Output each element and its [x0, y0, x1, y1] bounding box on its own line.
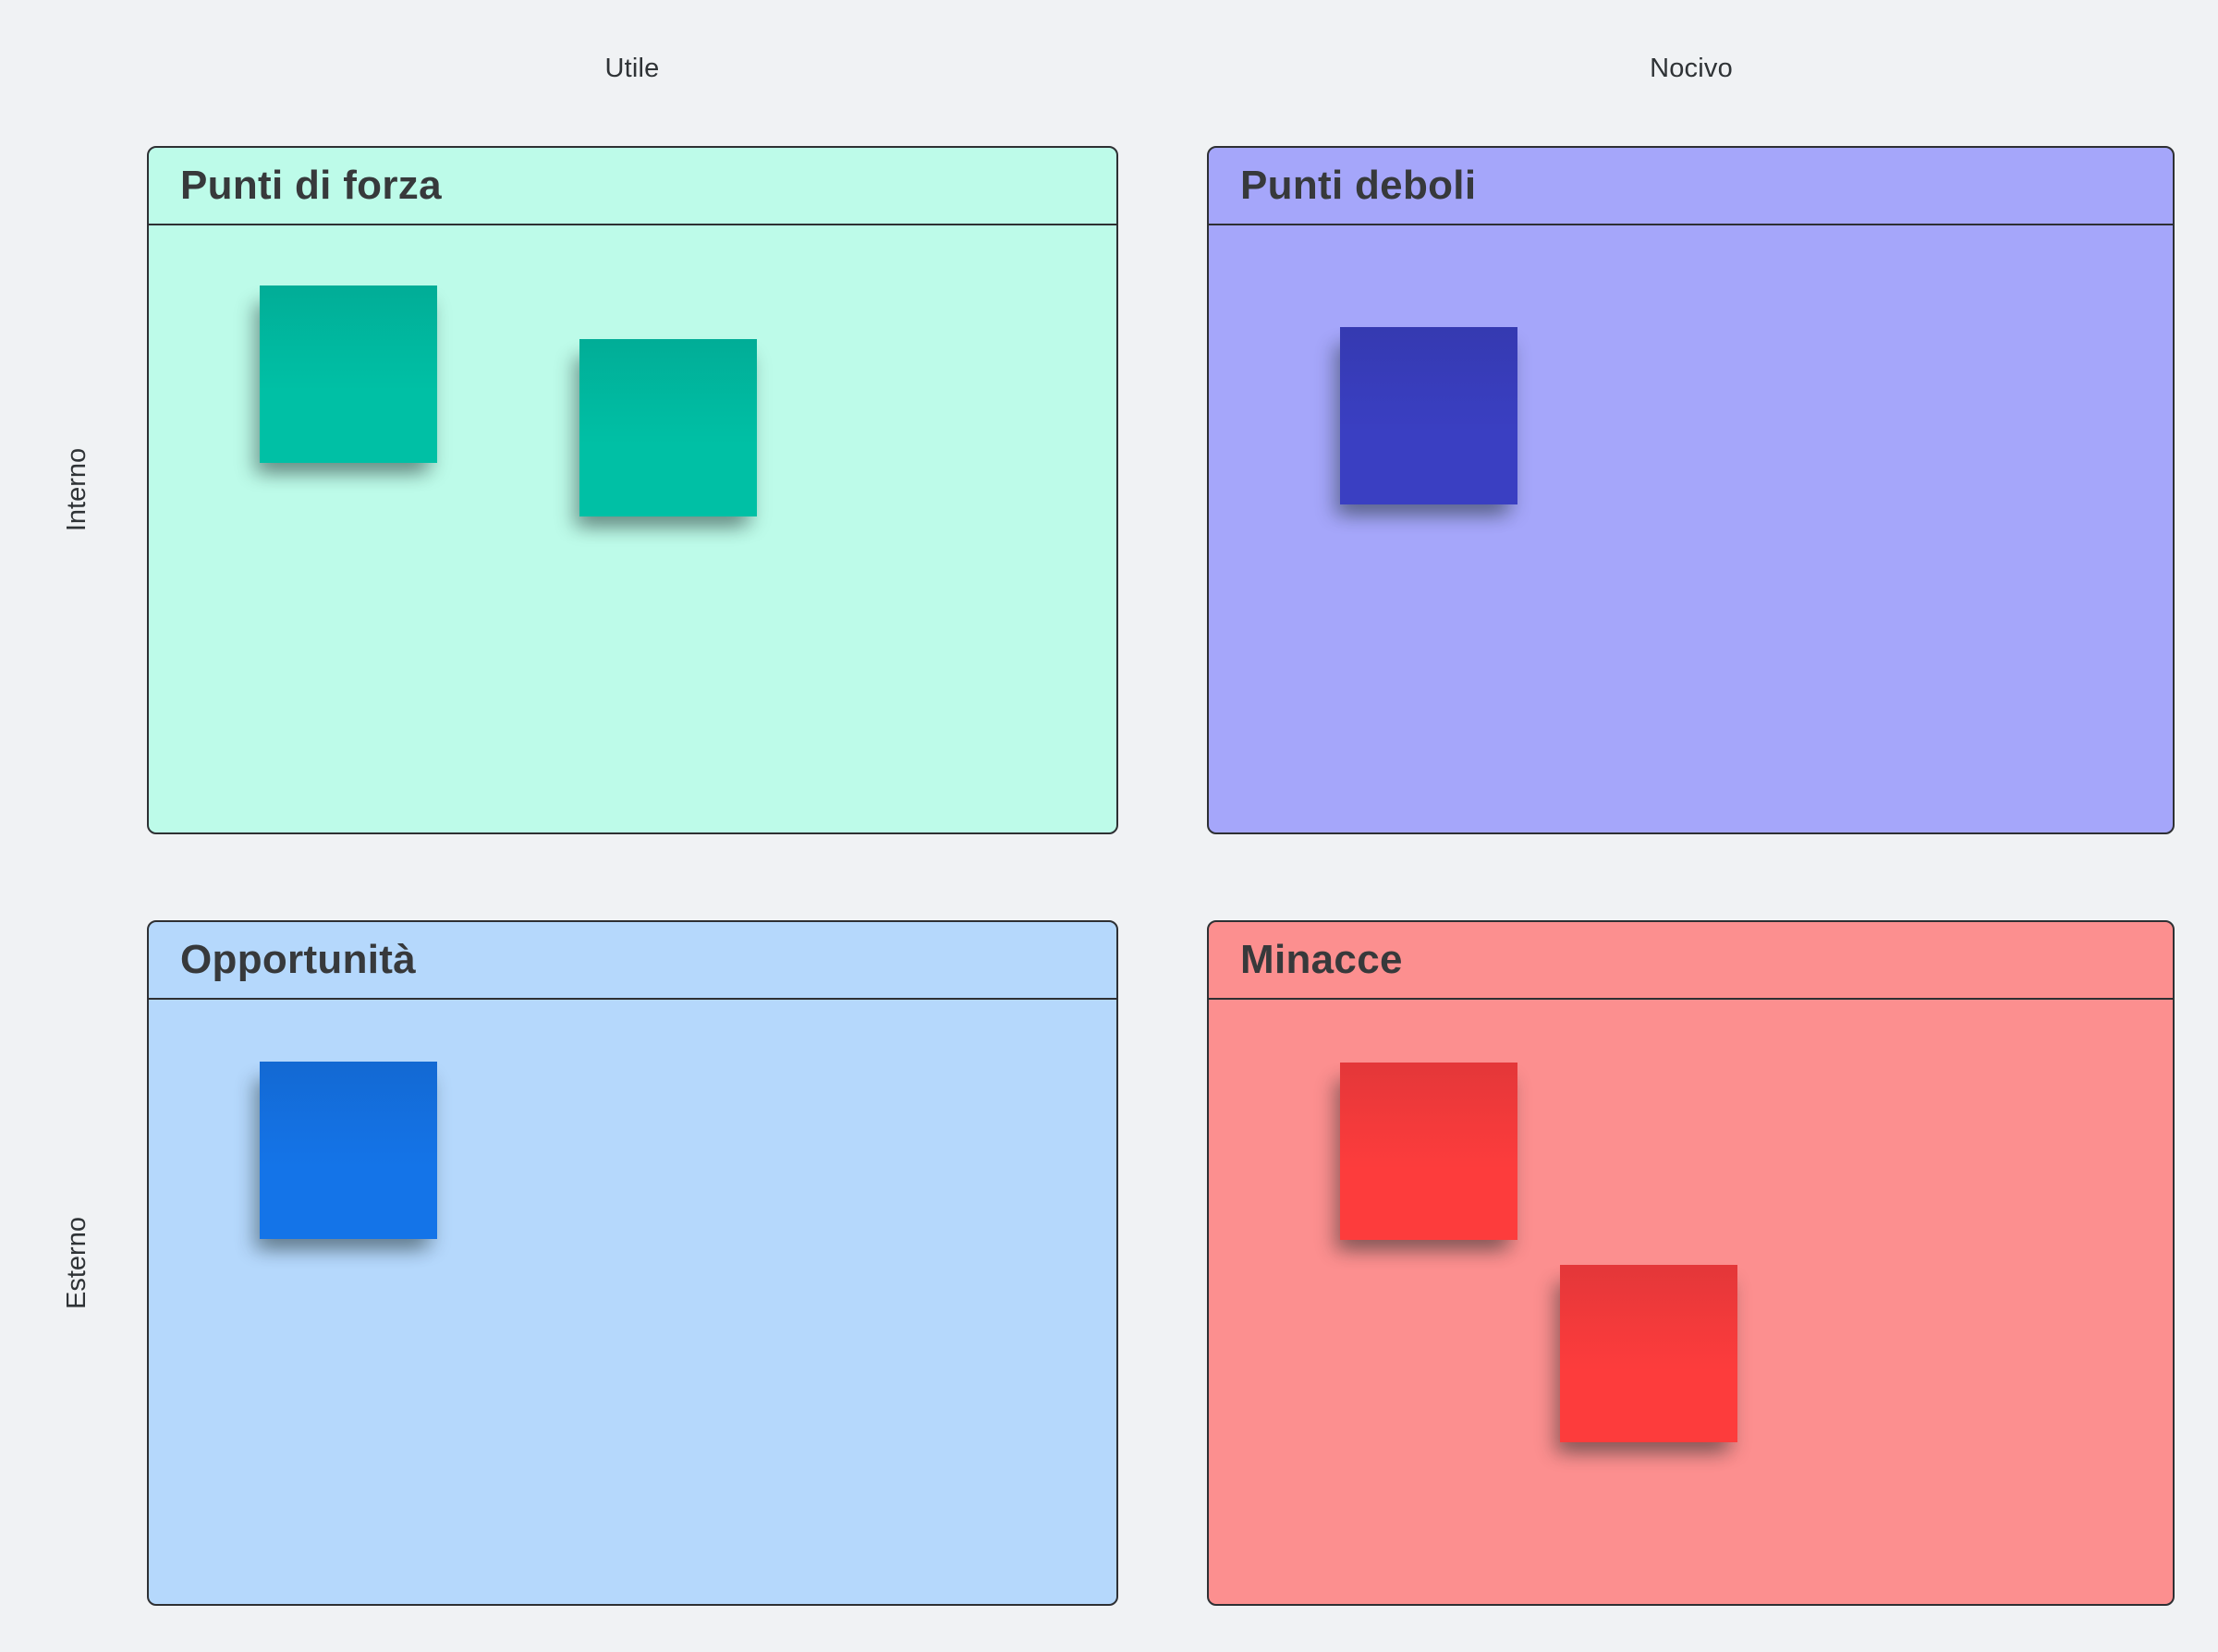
- quadrant-threats[interactable]: Minacce: [1207, 920, 2175, 1606]
- quadrant-strengths[interactable]: Punti di forza: [147, 146, 1118, 834]
- quadrant-weaknesses-header: Punti deboli: [1209, 148, 2173, 225]
- sticky-note[interactable]: [579, 339, 757, 516]
- quadrant-threats-title: Minacce: [1240, 937, 1403, 982]
- quadrant-strengths-body[interactable]: [149, 225, 1116, 832]
- axis-label-esterno: Esterno: [62, 1217, 91, 1309]
- axis-label-utile: Utile: [604, 54, 660, 83]
- axis-label-nocivo: Nocivo: [1650, 54, 1733, 83]
- sticky-note[interactable]: [1560, 1265, 1737, 1442]
- quadrant-weaknesses-title: Punti deboli: [1240, 163, 1477, 208]
- quadrant-threats-body[interactable]: [1209, 1000, 2173, 1604]
- quadrant-opportunities-body[interactable]: [149, 1000, 1116, 1604]
- quadrant-weaknesses[interactable]: Punti deboli: [1207, 146, 2175, 834]
- sticky-note[interactable]: [1340, 327, 1517, 504]
- sticky-note[interactable]: [1340, 1063, 1517, 1240]
- axis-label-interno: Interno: [62, 447, 91, 532]
- quadrant-strengths-title: Punti di forza: [180, 163, 442, 208]
- quadrant-opportunities[interactable]: Opportunità: [147, 920, 1118, 1606]
- sticky-note[interactable]: [260, 285, 437, 463]
- quadrant-strengths-header: Punti di forza: [149, 148, 1116, 225]
- quadrant-weaknesses-body[interactable]: [1209, 225, 2173, 832]
- quadrant-opportunities-header: Opportunità: [149, 922, 1116, 1000]
- quadrant-threats-header: Minacce: [1209, 922, 2173, 1000]
- quadrant-opportunities-title: Opportunità: [180, 937, 417, 982]
- sticky-note[interactable]: [260, 1062, 437, 1239]
